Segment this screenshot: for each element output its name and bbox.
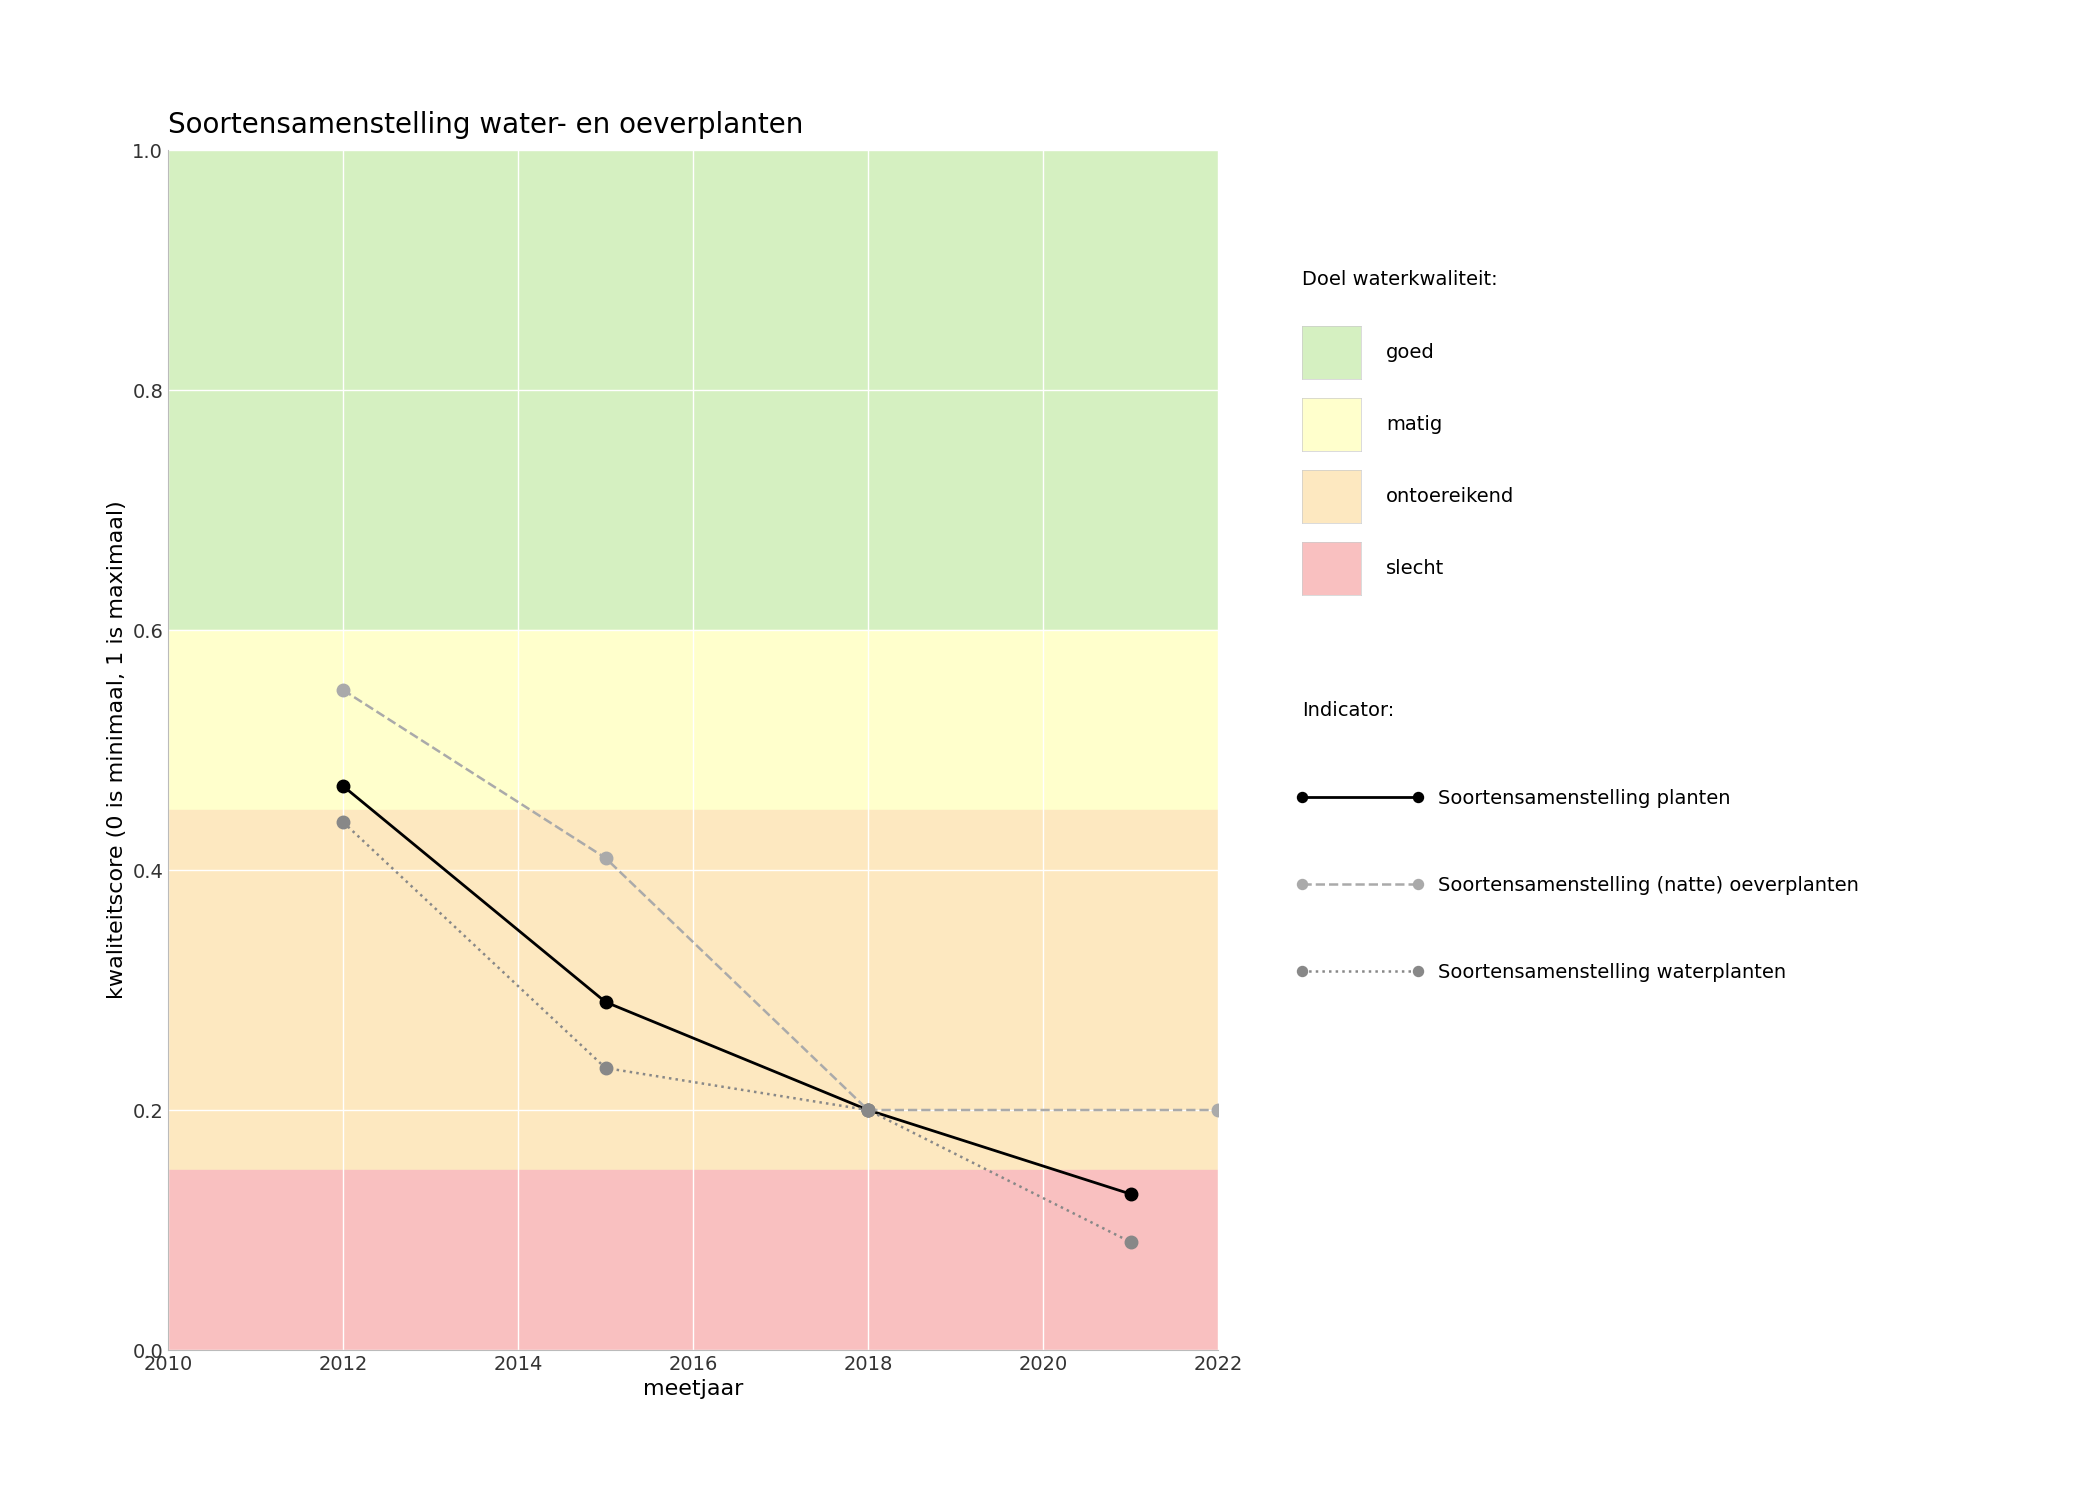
Bar — [168, 150, 1218, 630]
Text: Indicator:: Indicator: — [1302, 700, 1394, 720]
Y-axis label: kwaliteitscore (0 is minimaal, 1 is maximaal): kwaliteitscore (0 is minimaal, 1 is maxi… — [107, 501, 126, 999]
Bar — [168, 630, 1218, 810]
X-axis label: meetjaar: meetjaar — [643, 1380, 743, 1400]
Bar — [168, 1170, 1218, 1350]
Text: goed: goed — [1386, 344, 1434, 362]
Text: Soortensamenstelling planten: Soortensamenstelling planten — [1438, 789, 1730, 807]
Text: Soortensamenstelling water- en oeverplanten: Soortensamenstelling water- en oeverplan… — [168, 111, 804, 140]
Text: Doel waterkwaliteit:: Doel waterkwaliteit: — [1302, 270, 1497, 290]
Text: matig: matig — [1386, 416, 1443, 434]
Bar — [168, 810, 1218, 1170]
Text: ontoereikend: ontoereikend — [1386, 488, 1514, 506]
Text: slecht: slecht — [1386, 560, 1445, 578]
Text: Soortensamenstelling (natte) oeverplanten: Soortensamenstelling (natte) oeverplante… — [1438, 876, 1858, 894]
Text: Soortensamenstelling waterplanten: Soortensamenstelling waterplanten — [1438, 963, 1787, 981]
